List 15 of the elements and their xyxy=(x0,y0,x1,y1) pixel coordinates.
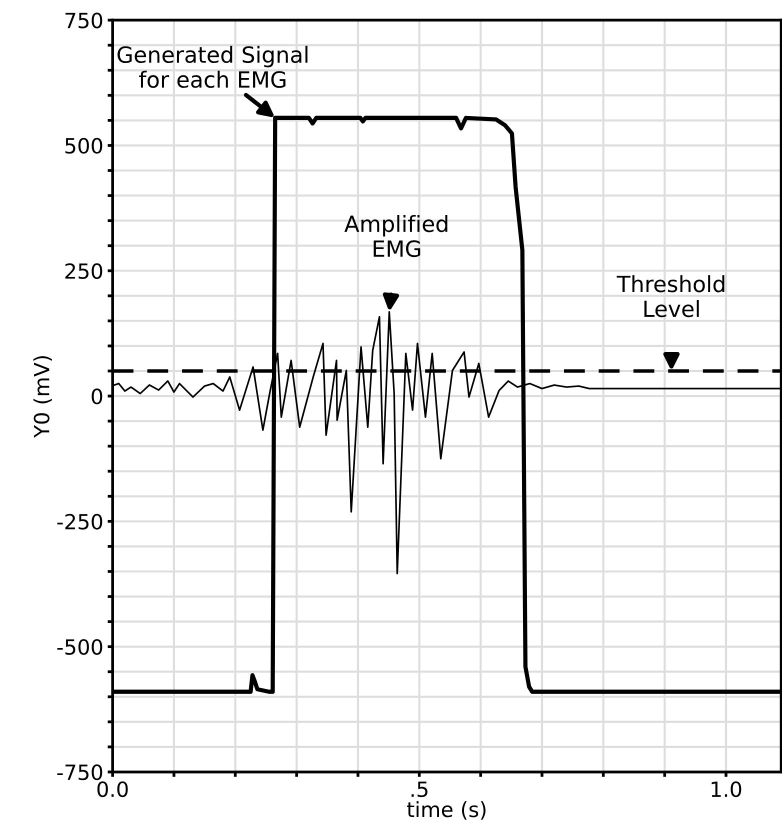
y-tick-label: 0 xyxy=(92,388,102,404)
x-axis-title: time (s) xyxy=(407,801,486,820)
x-tick-label: 1.0 xyxy=(712,781,742,798)
y-tick-label: -750 xyxy=(57,764,102,780)
y-tick-label: -500 xyxy=(57,639,102,655)
x-tick-label: 0.0 xyxy=(97,781,128,798)
y-tick-label: 750 xyxy=(66,12,102,28)
x-tick-label: .5 xyxy=(412,782,428,798)
annotation: Generated Signal for each EMG xyxy=(118,46,308,88)
y-tick-label: -250 xyxy=(57,514,102,530)
y-tick-label: 500 xyxy=(65,138,102,154)
y-axis-title: Y0 (mV) xyxy=(33,356,52,438)
annotation: Amplified EMG xyxy=(344,214,448,258)
annotation: Threshold Level xyxy=(616,275,724,318)
y-tick-label: 250 xyxy=(65,263,102,279)
